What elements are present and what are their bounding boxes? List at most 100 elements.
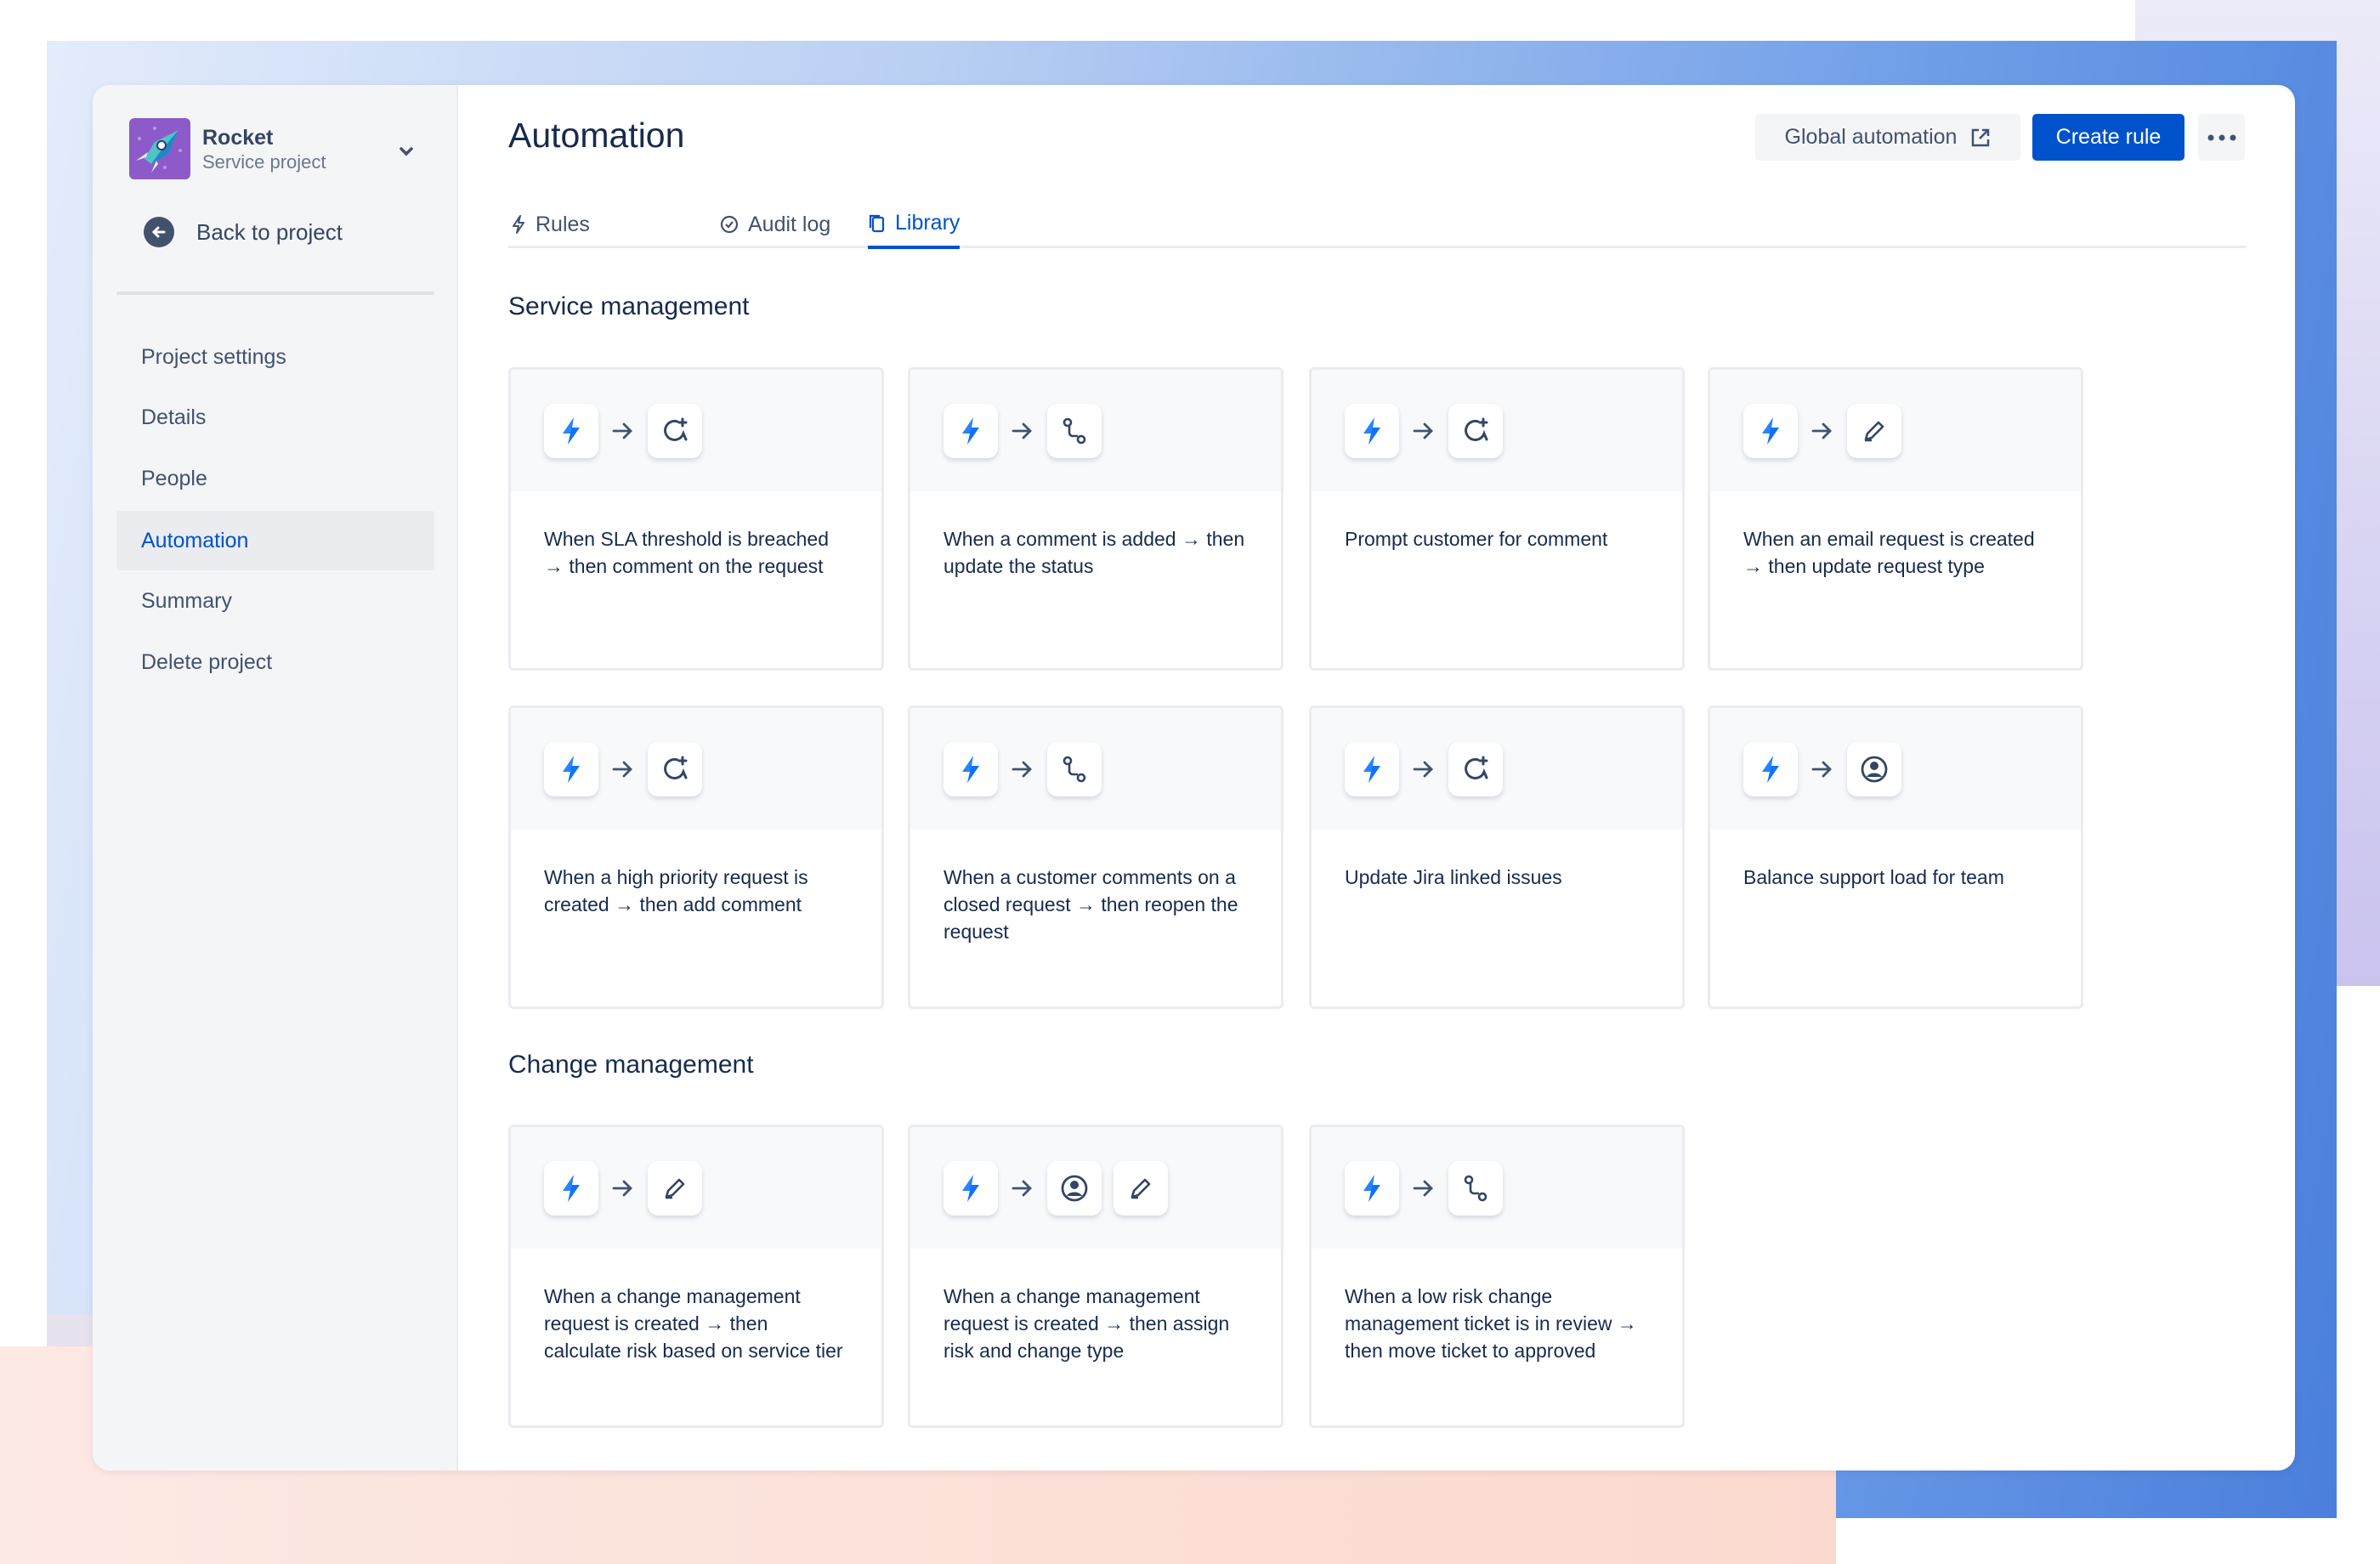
sidebar-item-details[interactable]: Details bbox=[141, 405, 207, 429]
rule-icons bbox=[910, 370, 1281, 491]
back-to-project-link[interactable]: Back to project bbox=[144, 217, 343, 247]
sidebar-item-people[interactable]: People bbox=[141, 467, 207, 490]
project-type: Service project bbox=[202, 151, 326, 173]
rule-template-card[interactable]: Balance support load for team bbox=[1708, 706, 2083, 1009]
rule-icons bbox=[910, 708, 1281, 830]
comment-add-icon bbox=[648, 403, 702, 458]
rule-template-card[interactable]: When a high priority request is created … bbox=[508, 706, 884, 1009]
rule-icons bbox=[1710, 708, 2081, 830]
bolt-icon bbox=[1345, 403, 1399, 458]
back-label: Back to project bbox=[196, 218, 343, 245]
rule-template-card[interactable]: When SLA threshold is breached → then co… bbox=[508, 367, 884, 671]
rule-icons bbox=[511, 1127, 881, 1249]
comment-add-icon bbox=[1448, 741, 1503, 796]
bolt-icon bbox=[513, 215, 524, 234]
project-name: Rocket bbox=[202, 126, 274, 150]
bolt-icon bbox=[944, 403, 998, 458]
tab-rules[interactable]: Rules bbox=[510, 201, 590, 248]
rule-template-card[interactable]: Prompt customer for comment bbox=[1309, 367, 1685, 671]
divider bbox=[116, 292, 434, 295]
rule-icons bbox=[1312, 370, 1682, 491]
more-options-button[interactable] bbox=[2198, 114, 2245, 161]
user-circle-icon bbox=[1047, 1160, 1102, 1216]
create-rule-button[interactable]: Create rule bbox=[2032, 114, 2184, 161]
rule-icons bbox=[1312, 708, 1682, 830]
rule-icons bbox=[511, 370, 881, 491]
rule-description: Update Jira linked issues bbox=[1345, 866, 1562, 888]
bolt-icon bbox=[544, 403, 598, 458]
arrow-right-icon bbox=[1010, 760, 1035, 779]
main-content: Automation Global automation Create rule… bbox=[508, 85, 2295, 1470]
external-link-icon bbox=[1972, 128, 1990, 146]
rule-template-card[interactable]: When a comment is added → then update th… bbox=[908, 367, 1284, 671]
app-window: Rocket Service project Back to project P… bbox=[93, 85, 2295, 1470]
rule-description: When a change management request is crea… bbox=[544, 1285, 843, 1362]
status-transition-icon bbox=[1448, 1160, 1503, 1216]
rule-icons bbox=[910, 1127, 1281, 1249]
status-transition-icon bbox=[1047, 403, 1102, 458]
rule-description: When SLA threshold is breached → then co… bbox=[544, 528, 829, 577]
rule-description: When a customer comments on a closed req… bbox=[944, 866, 1238, 943]
user-circle-icon bbox=[1847, 741, 1901, 796]
rule-description: When a high priority request is created … bbox=[544, 866, 808, 915]
copy-icon bbox=[869, 214, 885, 232]
rule-description: When an email request is created → then … bbox=[1743, 528, 2035, 577]
arrow-right-icon bbox=[1411, 422, 1436, 440]
tab-label: Audit log bbox=[748, 212, 831, 236]
rule-icons bbox=[511, 708, 881, 830]
sidebar: Rocket Service project Back to project P… bbox=[93, 85, 458, 1470]
sidebar-item-automation[interactable]: Automation bbox=[116, 511, 434, 570]
tab-bar: Rules Audit log Library bbox=[508, 201, 2247, 249]
pencil-icon bbox=[1114, 1160, 1168, 1216]
rule-template-card[interactable]: Update Jira linked issues bbox=[1309, 706, 1685, 1009]
comment-add-icon bbox=[1448, 403, 1503, 458]
tab-label: Library bbox=[895, 211, 960, 235]
page-title: Automation bbox=[508, 116, 685, 155]
sidebar-item-summary[interactable]: Summary bbox=[141, 589, 232, 613]
arrow-right-icon bbox=[1810, 760, 1835, 779]
comment-add-icon bbox=[648, 741, 702, 796]
tab-label: Rules bbox=[536, 212, 590, 236]
rule-description: Prompt customer for comment bbox=[1345, 528, 1608, 550]
bolt-icon bbox=[1345, 1160, 1399, 1216]
rule-template-card[interactable]: When an email request is created → then … bbox=[1708, 367, 2083, 671]
bolt-icon bbox=[1345, 741, 1399, 796]
arrow-right-icon bbox=[1010, 1179, 1035, 1198]
rule-template-card[interactable]: When a change management request is crea… bbox=[908, 1125, 1284, 1428]
rule-template-card[interactable]: When a low risk change management ticket… bbox=[1309, 1125, 1685, 1428]
bolt-icon bbox=[1743, 741, 1798, 796]
rule-template-card[interactable]: When a change management request is crea… bbox=[508, 1125, 884, 1428]
check-circle-icon bbox=[720, 215, 739, 234]
bolt-icon bbox=[1743, 403, 1798, 458]
bolt-icon bbox=[544, 1160, 598, 1216]
arrow-right-icon bbox=[1010, 422, 1035, 440]
section-title: Change management bbox=[508, 1051, 754, 1079]
sidebar-item-delete-project[interactable]: Delete project bbox=[141, 650, 273, 674]
arrow-right-icon bbox=[1810, 422, 1835, 440]
arrow-right-icon bbox=[610, 760, 636, 779]
rule-description: When a comment is added → then update th… bbox=[944, 528, 1245, 577]
bolt-icon bbox=[944, 1160, 998, 1216]
pencil-icon bbox=[1847, 403, 1901, 458]
arrow-left-icon bbox=[144, 217, 174, 247]
bolt-icon bbox=[944, 741, 998, 796]
arrow-right-icon bbox=[610, 422, 636, 440]
global-automation-button[interactable]: Global automation bbox=[1755, 114, 2020, 161]
global-automation-label: Global automation bbox=[1784, 125, 1958, 149]
project-avatar bbox=[129, 118, 190, 179]
sidebar-item-project-settings[interactable]: Project settings bbox=[141, 345, 286, 369]
tab-library[interactable]: Library bbox=[868, 201, 960, 249]
section-title: Service management bbox=[508, 292, 750, 320]
tab-audit-log[interactable]: Audit log bbox=[719, 201, 830, 248]
rule-description: When a low risk change management ticket… bbox=[1345, 1285, 1637, 1362]
arrow-right-icon bbox=[610, 1179, 636, 1198]
rule-template-card[interactable]: When a customer comments on a closed req… bbox=[908, 706, 1284, 1009]
arrow-right-icon bbox=[1411, 760, 1436, 779]
chevron-down-icon[interactable] bbox=[396, 141, 416, 162]
status-transition-icon bbox=[1047, 741, 1102, 796]
rule-description: When a change management request is crea… bbox=[944, 1285, 1230, 1362]
arrow-right-icon bbox=[1411, 1179, 1436, 1198]
rule-icons bbox=[1710, 370, 2081, 491]
pencil-icon bbox=[648, 1160, 702, 1216]
rule-icons bbox=[1312, 1127, 1682, 1249]
